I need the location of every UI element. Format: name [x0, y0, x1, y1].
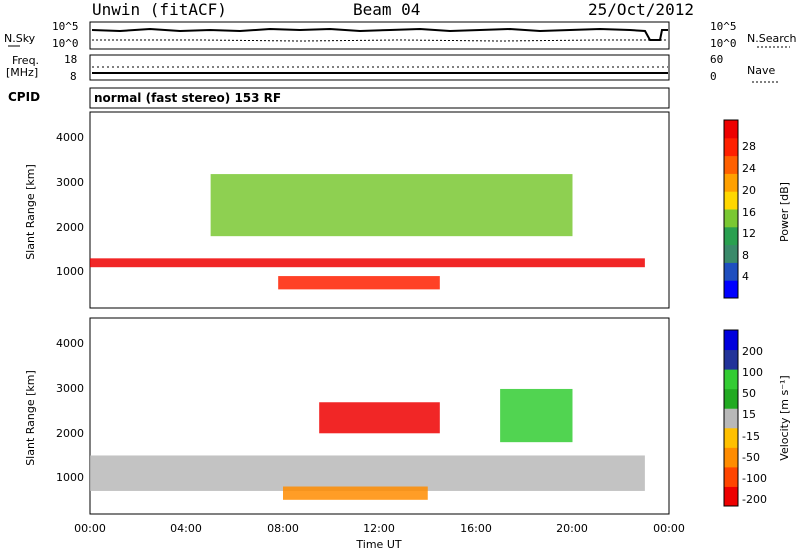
velocity-ylabel: Slant Range [km] — [24, 370, 37, 466]
velocity-cells-feature-3 — [500, 388, 573, 443]
vel-ytick-1000: 1000 — [56, 471, 84, 484]
pcb-tick-8: 8 — [742, 249, 749, 262]
velocity-colorbar-swatch-0 — [724, 486, 738, 507]
vel-ytick-4000: 4000 — [56, 337, 84, 350]
noise-left-tick-top: 10^5 — [52, 20, 79, 33]
noise-left-tick-bottom: 10^0 — [52, 37, 79, 50]
noise-trace — [91, 27, 668, 42]
velocity-cells-feature-1 — [283, 486, 428, 500]
freq-unit-label: [MHz] — [6, 66, 39, 79]
vcb-tick-m200: -200 — [742, 493, 767, 506]
power-cells-feature-1 — [278, 276, 440, 290]
freq-tick-top: 18 — [64, 53, 78, 66]
freq-tick-bottom: 8 — [70, 70, 77, 83]
xtick-0800: 08:00 — [267, 522, 299, 535]
power-colorbar-swatch-7 — [724, 155, 738, 174]
power-ylabel: Slant Range [km] — [24, 164, 37, 260]
xtick-1200: 12:00 — [363, 522, 395, 535]
vcb-tick-m50: -50 — [742, 451, 760, 464]
noise-right-tick-top: 10^5 — [710, 20, 737, 33]
power-ytick-2000: 2000 — [56, 221, 84, 234]
power-ytick-4000: 4000 — [56, 131, 84, 144]
xtick-2400: 00:00 — [653, 522, 685, 535]
pcb-tick-24: 24 — [742, 162, 756, 175]
power-colorbar-ticks: 4 8 12 16 20 24 28 — [742, 140, 756, 283]
power-cells-feature-2 — [210, 174, 573, 237]
power-colorbar-swatch-5 — [724, 191, 738, 210]
cpid-frame — [89, 87, 670, 109]
x-ticks: 00:00 04:00 08:00 12:00 16:00 20:00 00:0… — [74, 522, 685, 535]
vcb-tick-m15: -15 — [742, 430, 760, 443]
pcb-tick-16: 16 — [742, 206, 756, 219]
power-colorbar-swatch-6 — [724, 173, 738, 192]
cpid-label: CPID — [8, 90, 41, 104]
velocity-colorbar-swatch-7 — [724, 349, 738, 370]
pcb-tick-12: 12 — [742, 227, 756, 240]
power-colorbar-swatch-1 — [724, 262, 738, 281]
xlabel: Time UT — [355, 538, 401, 551]
power-colorbar-swatch-0 — [724, 280, 738, 299]
velocity-yticks: 1000 2000 3000 4000 — [56, 337, 84, 484]
power-colorbar-swatch-4 — [724, 209, 738, 228]
velocity-colorbar-frame — [723, 329, 739, 507]
velocity-colorbar-swatch-2 — [724, 447, 738, 468]
nsearch-label: N.Search — [747, 32, 797, 45]
power-colorbar-swatch-8 — [724, 137, 738, 157]
velocity-colorbar — [724, 330, 738, 507]
velocity-cells-feature-0 — [90, 455, 645, 491]
cpid-text: normal (fast stereo) 153 RF — [94, 91, 282, 105]
velocity-colorbar-swatch-3 — [724, 427, 738, 448]
nsky-label: N.Sky — [4, 32, 36, 45]
noise-right-tick-bottom: 10^0 — [710, 37, 737, 50]
vcb-tick-100: 100 — [742, 366, 763, 379]
xtick-0000: 00:00 — [74, 522, 106, 535]
velocity-colorbar-ticks: 200 100 50 15 -15 -50 -100 -200 — [742, 345, 767, 506]
xtick-1600: 16:00 — [460, 522, 492, 535]
nave-tick-bottom: 0 — [710, 70, 717, 83]
velocity-colorbar-swatch-1 — [724, 466, 738, 487]
pcb-tick-4: 4 — [742, 270, 749, 283]
power-ytick-1000: 1000 — [56, 265, 84, 278]
velocity-heatmap — [90, 388, 645, 500]
power-yticks: 1000 2000 3000 4000 — [56, 131, 84, 278]
vel-ytick-2000: 2000 — [56, 427, 84, 440]
velocity-colorbar-label: Velocity [m s⁻¹] — [778, 375, 791, 460]
velocity-cells-feature-2 — [319, 402, 440, 434]
power-cells-feature-0 — [90, 258, 645, 268]
pcb-tick-28: 28 — [742, 140, 756, 153]
power-colorbar-swatch-3 — [724, 226, 738, 246]
velocity-colorbar-swatch-4 — [724, 408, 738, 429]
xtick-0400: 04:00 — [170, 522, 202, 535]
vcb-tick-m100: -100 — [742, 472, 767, 485]
nave-tick-top: 60 — [710, 53, 724, 66]
power-colorbar-frame — [723, 119, 739, 299]
power-heatmap — [90, 174, 645, 290]
vcb-tick-50: 50 — [742, 387, 756, 400]
date-title: 25/Oct/2012 — [588, 0, 694, 19]
nave-label: Nave — [747, 64, 776, 77]
velocity-colorbar-swatch-5 — [724, 388, 738, 409]
velocity-colorbar-swatch-6 — [724, 369, 738, 390]
noise-panel-frame — [89, 21, 670, 50]
vel-ytick-3000: 3000 — [56, 382, 84, 395]
vcb-tick-15: 15 — [742, 408, 756, 421]
beam-title: Beam 04 — [353, 0, 421, 19]
velocity-colorbar-swatch-8 — [724, 330, 738, 351]
power-colorbar-swatch-2 — [724, 244, 738, 263]
power-colorbar-label: Power [dB] — [778, 182, 791, 242]
freq-label: Freq. — [12, 54, 40, 67]
pcb-tick-20: 20 — [742, 184, 756, 197]
xtick-2000: 20:00 — [556, 522, 588, 535]
site-title: Unwin (fitACF) — [92, 0, 227, 19]
freq-panel-frame — [89, 54, 670, 81]
power-colorbar-swatch-9 — [724, 120, 738, 139]
power-ytick-3000: 3000 — [56, 176, 84, 189]
vcb-tick-200: 200 — [742, 345, 763, 358]
power-colorbar — [724, 120, 738, 299]
